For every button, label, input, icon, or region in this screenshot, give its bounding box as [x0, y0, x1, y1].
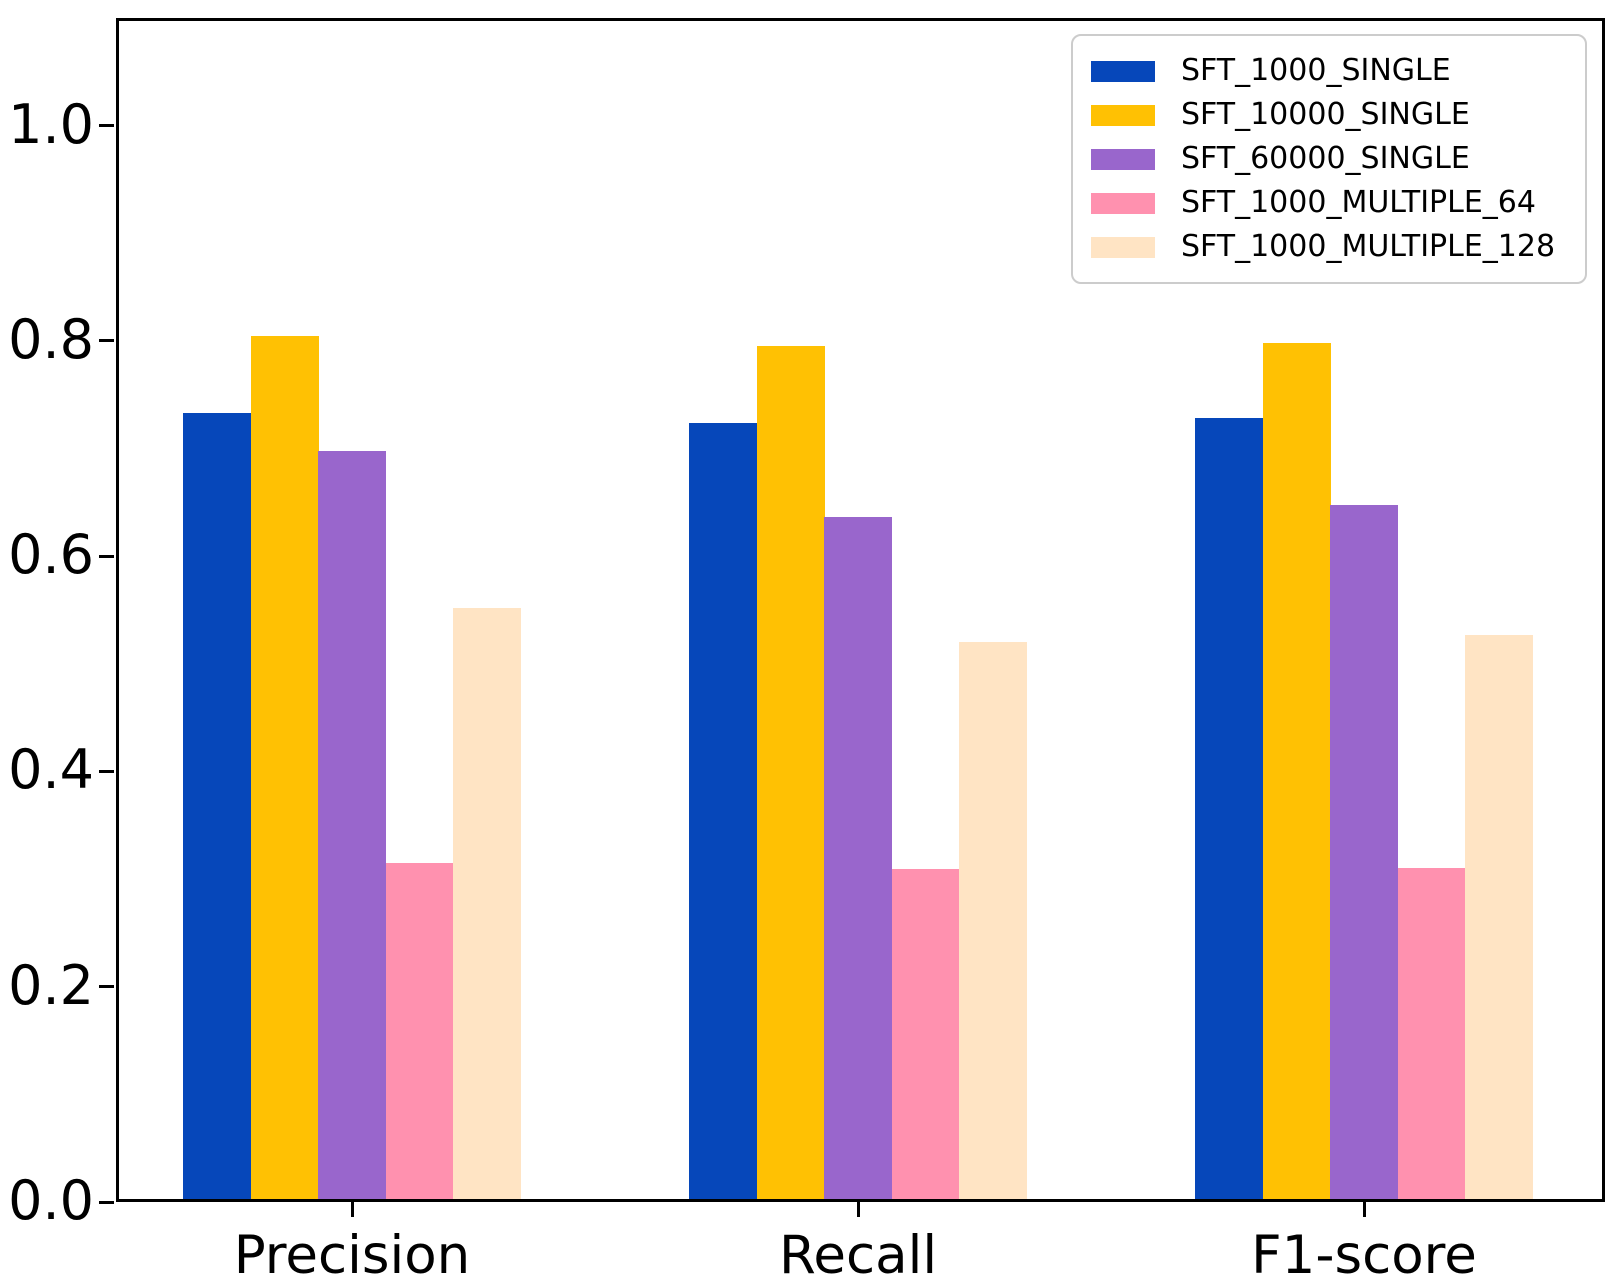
x-tick-label-F1-score: F1-score	[1251, 1225, 1477, 1286]
legend-label: SFT_1000_MULTIPLE_64	[1181, 185, 1536, 220]
bar-SFT_60000_SINGLE-Precision	[318, 451, 386, 1202]
y-tick-label-0.0: 0.0	[8, 1169, 94, 1232]
legend-label: SFT_60000_SINGLE	[1181, 141, 1470, 176]
x-tick-mark-Precision	[351, 1202, 354, 1217]
y-tick-mark-0.6	[99, 555, 114, 558]
y-tick-label-0.2: 0.2	[8, 954, 94, 1017]
legend: SFT_1000_SINGLE SFT_10000_SINGLE SFT_60000…	[1071, 34, 1587, 284]
bar-SFT_1000_SINGLE-F1-score	[1195, 418, 1263, 1202]
x-tick-label-Precision: Precision	[233, 1225, 471, 1286]
bar-SFT_1000_MULTIPLE_128-Precision	[453, 608, 521, 1202]
x-tick-mark-Recall	[857, 1202, 860, 1217]
bar-SFT_60000_SINGLE-F1-score	[1330, 505, 1398, 1202]
legend-swatch-icon	[1091, 236, 1155, 258]
bar-SFT_1000_SINGLE-Recall	[689, 423, 757, 1202]
legend-item-SFT_1000_MULTIPLE_128: SFT_1000_MULTIPLE_128	[1091, 225, 1567, 269]
y-tick-mark-0.8	[99, 339, 114, 342]
y-tick-mark-0.0	[99, 1201, 114, 1204]
legend-swatch-icon	[1091, 104, 1155, 126]
bar-SFT_10000_SINGLE-Precision	[251, 336, 319, 1202]
bar-SFT_60000_SINGLE-Recall	[824, 517, 892, 1202]
legend-label: SFT_1000_MULTIPLE_128	[1181, 229, 1556, 264]
y-tick-label-0.6: 0.6	[8, 523, 94, 586]
y-tick-mark-1.0	[99, 124, 114, 127]
legend-item-SFT_1000_MULTIPLE_64: SFT_1000_MULTIPLE_64	[1091, 181, 1567, 225]
x-tick-mark-F1-score	[1363, 1202, 1366, 1217]
legend-label: SFT_10000_SINGLE	[1181, 97, 1470, 132]
bar-SFT_1000_SINGLE-Precision	[183, 413, 251, 1202]
x-tick-label-Recall: Recall	[778, 1225, 938, 1286]
legend-item-SFT_10000_SINGLE: SFT_10000_SINGLE	[1091, 93, 1567, 137]
y-tick-label-1.0: 1.0	[8, 93, 94, 156]
legend-item-SFT_1000_SINGLE: SFT_1000_SINGLE	[1091, 49, 1567, 93]
bar-SFT_1000_MULTIPLE_64-Recall	[892, 869, 960, 1202]
legend-swatch-icon	[1091, 192, 1155, 214]
bar-SFT_1000_MULTIPLE_128-F1-score	[1465, 635, 1533, 1202]
legend-item-SFT_60000_SINGLE: SFT_60000_SINGLE	[1091, 137, 1567, 181]
bar-SFT_10000_SINGLE-Recall	[757, 346, 825, 1202]
legend-label: SFT_1000_SINGLE	[1181, 53, 1451, 88]
legend-rows: SFT_1000_SINGLE SFT_10000_SINGLE SFT_60000…	[1091, 49, 1567, 269]
y-tick-label-0.8: 0.8	[8, 308, 94, 371]
bar-SFT_1000_MULTIPLE_128-Recall	[959, 642, 1027, 1202]
y-tick-label-0.4: 0.4	[8, 738, 94, 801]
legend-swatch-icon	[1091, 148, 1155, 170]
bar-SFT_1000_MULTIPLE_64-F1-score	[1398, 868, 1466, 1202]
y-tick-mark-0.4	[99, 770, 114, 773]
bar-SFT_1000_MULTIPLE_64-Precision	[386, 863, 454, 1202]
y-tick-mark-0.2	[99, 985, 114, 988]
plot-area: 0.0 0.2 0.4 0.6 0.8 1.0 Precision Recall F1-sco…	[8, 18, 1605, 1286]
bar-SFT_10000_SINGLE-F1-score	[1263, 343, 1331, 1202]
legend-swatch-icon	[1091, 60, 1155, 82]
